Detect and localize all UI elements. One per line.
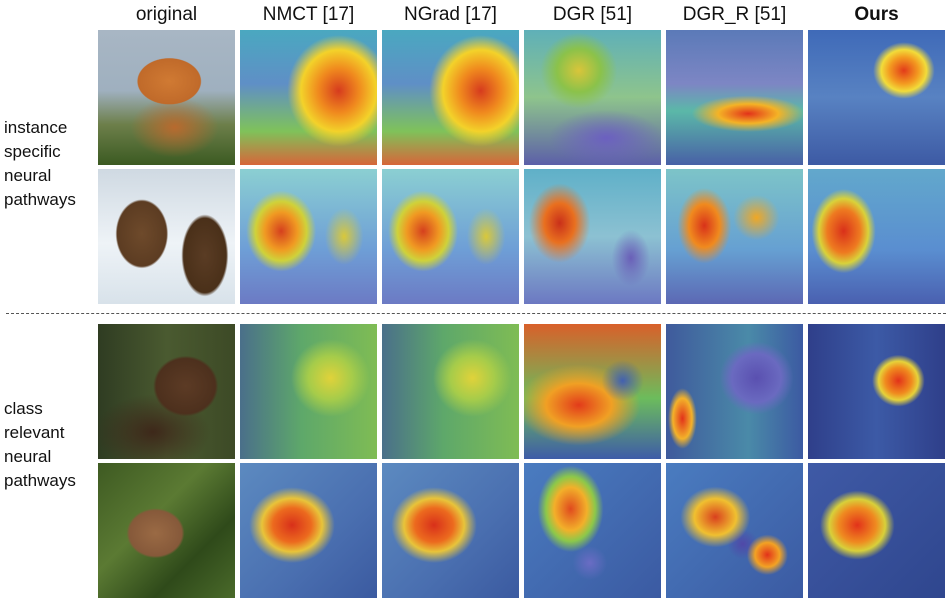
image-original-r3 — [98, 324, 235, 459]
heatmap-dgr-r2 — [524, 169, 661, 304]
heatmap-dgr-r-r4 — [666, 463, 803, 598]
image-original-r4 — [98, 463, 235, 598]
column-header-dgr: DGR [51] — [552, 4, 633, 25]
heatmap-ours-r2 — [808, 169, 945, 304]
heatmap-ngrad-r1 — [382, 30, 519, 165]
heatmap-dgr-r3 — [524, 324, 661, 459]
row-group-label-instance: instance specific neural pathways — [4, 116, 76, 212]
label-line: pathways — [4, 190, 76, 209]
label-line: relevant — [4, 423, 65, 442]
heatmap-dgr-r-r3 — [666, 324, 803, 459]
heatmap-ours-r3 — [808, 324, 945, 459]
heatmap-dgr-r4 — [524, 463, 661, 598]
heatmap-dgr-r-r2 — [666, 169, 803, 304]
label-line: neural — [4, 166, 52, 185]
label-line: neural — [4, 447, 52, 466]
heatmap-ngrad-r4 — [382, 463, 519, 598]
heatmap-dgr-r1 — [524, 30, 661, 165]
column-header-nmct: NMCT [17] — [262, 4, 355, 25]
label-line: class — [4, 399, 43, 418]
column-header-ngrad: NGrad [17] — [404, 4, 497, 25]
label-line: specific — [4, 142, 61, 161]
section-divider — [6, 313, 946, 314]
column-header-dgr-r: DGR_R [51] — [682, 4, 787, 25]
heatmap-ours-r1 — [808, 30, 945, 165]
image-original-r2 — [98, 169, 235, 304]
heatmap-nmct-r2 — [240, 169, 377, 304]
heatmap-nmct-r1 — [240, 30, 377, 165]
heatmap-ours-r4 — [808, 463, 945, 598]
column-header-ours: Ours — [854, 4, 899, 25]
label-line: instance — [4, 118, 68, 137]
label-line: pathways — [4, 471, 76, 490]
image-original-r1 — [98, 30, 235, 165]
row-group-label-class: class relevant neural pathways — [4, 397, 76, 493]
heatmap-ngrad-r3 — [382, 324, 519, 459]
heatmap-ngrad-r2 — [382, 169, 519, 304]
heatmap-nmct-r3 — [240, 324, 377, 459]
heatmap-dgr-r-r1 — [666, 30, 803, 165]
heatmap-nmct-r4 — [240, 463, 377, 598]
column-header-original: original — [135, 4, 198, 25]
